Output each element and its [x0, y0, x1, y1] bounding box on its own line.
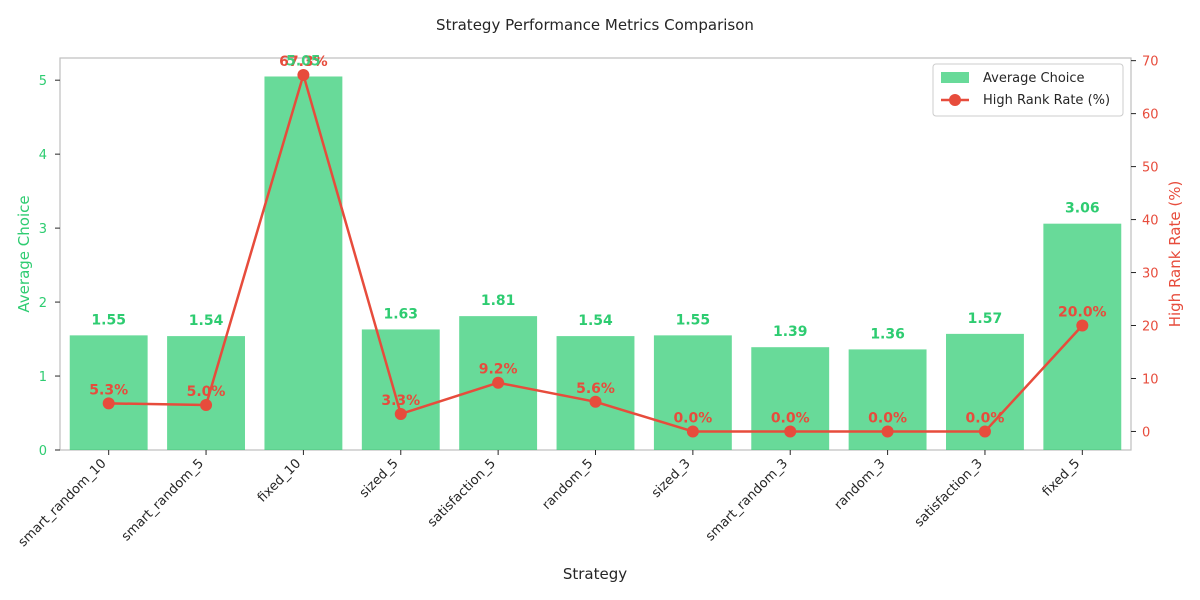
- y-right-tick-label: 60: [1142, 108, 1159, 123]
- bar-fixed_10: [264, 76, 343, 450]
- x-tick-label: sized_5: [357, 456, 402, 501]
- bar-value-label: 1.63: [383, 306, 418, 322]
- bar-smart_random_10: [69, 335, 148, 450]
- y-left-tick-label: 4: [39, 148, 47, 163]
- line-point-fixed_10: [297, 68, 310, 81]
- y-axis-right-title: High Rank Rate (%): [1166, 181, 1184, 328]
- x-axis-title: Strategy: [563, 565, 627, 583]
- line-point-sized_3: [686, 425, 699, 438]
- chart-title: Strategy Performance Metrics Comparison: [436, 16, 754, 34]
- line-point-sized_5: [394, 407, 407, 420]
- y-right-tick-label: 20: [1142, 320, 1159, 335]
- y-right-tick-label: 50: [1142, 161, 1159, 176]
- x-tick-label: smart_random_5: [119, 456, 207, 544]
- x-tick-label: smart_random_10: [16, 456, 110, 550]
- y-axis-left-title: Average Choice: [15, 195, 33, 312]
- line-point-smart_random_5: [200, 398, 213, 411]
- bar-value-label: 1.54: [578, 313, 613, 329]
- line-point-satisfaction_5: [492, 376, 505, 389]
- line-point-satisfaction_3: [978, 425, 991, 438]
- y-left-tick-label: 5: [39, 74, 47, 89]
- y-right-tick-label: 40: [1142, 214, 1159, 229]
- x-tick-label: random_3: [832, 456, 889, 513]
- line-point-random_3: [881, 425, 894, 438]
- line-point-fixed_5: [1076, 319, 1089, 332]
- x-tick-label: satisfaction_3: [912, 456, 986, 530]
- bar-random_5: [556, 336, 635, 450]
- bar-value-label: 1.54: [189, 313, 224, 329]
- bar-sized_5: [361, 329, 440, 450]
- y-right-tick-label: 0: [1142, 425, 1150, 440]
- line-value-label: 9.2%: [479, 362, 518, 378]
- x-tick-label: random_5: [540, 456, 597, 513]
- y-right-tick-label: 10: [1142, 372, 1159, 387]
- legend-frame: [932, 63, 1124, 117]
- y-left-tick-label: 0: [39, 444, 47, 459]
- legend: Average Choice High Rank Rate (%): [932, 63, 1124, 117]
- y-right-tick-label: 70: [1142, 55, 1159, 70]
- bars-layer: [69, 76, 1122, 450]
- line-layer: [102, 68, 1089, 438]
- line-point-smart_random_3: [784, 425, 797, 438]
- y-right-tick-label: 30: [1142, 267, 1159, 282]
- line-value-label: 5.6%: [576, 381, 615, 397]
- x-tick-label: fixed_10: [255, 456, 304, 505]
- x-tick-label: sized_3: [649, 456, 694, 501]
- bar-smart_random_5: [167, 336, 245, 450]
- line-value-label: 5.3%: [89, 382, 128, 398]
- bar-value-label: 1.55: [676, 312, 711, 328]
- line-value-label: 5.0%: [187, 384, 226, 400]
- line-value-label: 20.0%: [1058, 305, 1107, 321]
- line-value-label: 67.3%: [279, 54, 328, 70]
- line-point-smart_random_10: [102, 397, 115, 410]
- legend-bar-swatch: [941, 72, 969, 83]
- y-left-tick-label: 2: [39, 296, 47, 311]
- line-value-label: 3.3%: [381, 393, 420, 409]
- x-tick-label: fixed_5: [1040, 456, 1083, 499]
- bar-value-label: 1.55: [91, 312, 126, 328]
- legend-line-marker: [949, 94, 961, 106]
- bar-value-label: 3.06: [1065, 201, 1100, 217]
- legend-bar-label: Average Choice: [983, 71, 1085, 86]
- line-value-label: 0.0%: [868, 410, 907, 426]
- line-point-random_5: [589, 395, 602, 408]
- line-value-label: 0.0%: [771, 410, 810, 426]
- labels-layer: 1.55 1.54 1.63 1.81 1.54 1.55 1.39 1.36 1.57 3.06…: [89, 53, 1106, 426]
- bar-value-label: 1.39: [773, 324, 808, 340]
- x-tick-label: smart_random_3: [703, 456, 791, 544]
- line-value-label: 0.0%: [966, 410, 1005, 426]
- bar-value-label: 1.36: [870, 326, 905, 342]
- legend-line-label: High Rank Rate (%): [983, 93, 1110, 108]
- bar-value-label: 5.05: [286, 53, 321, 69]
- y-left-tick-label: 3: [39, 222, 47, 237]
- bar-fixed_5: [1043, 223, 1122, 450]
- bar-value-label: 1.81: [481, 293, 516, 309]
- line-value-label: 0.0%: [673, 410, 712, 426]
- x-tick-label: satisfaction_5: [425, 456, 499, 530]
- bar-value-label: 1.57: [968, 311, 1003, 327]
- y-left-tick-label: 1: [39, 370, 47, 385]
